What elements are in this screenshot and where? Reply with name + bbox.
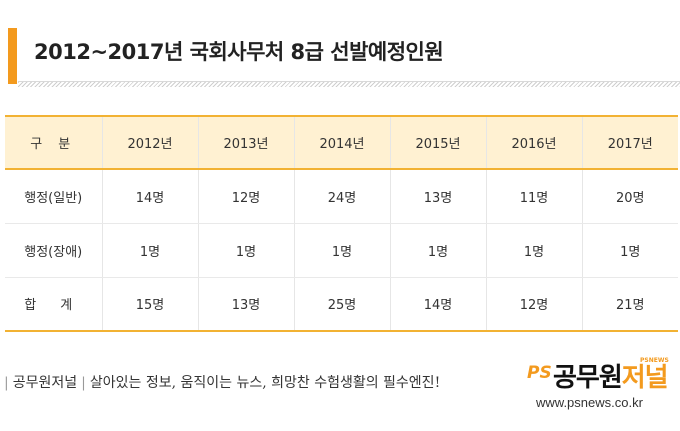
table-cell: 14명 <box>389 277 486 332</box>
header-2015: 2015년 <box>389 115 486 170</box>
logo-wordmark-accent: 저널 <box>621 363 669 393</box>
header-2013: 2013년 <box>197 115 294 170</box>
table-cell: 1명 <box>197 223 294 278</box>
logo-small-text: PSNEWS <box>640 357 669 364</box>
table-cell: 13명 <box>197 277 294 332</box>
row-label: 행정(일반) <box>5 169 102 224</box>
header-2012: 2012년 <box>101 115 198 170</box>
table-cell: 15명 <box>101 277 198 332</box>
table-cell: 14명 <box>101 169 198 224</box>
table-cell: 1명 <box>293 223 390 278</box>
table-cell: 11명 <box>485 169 582 224</box>
table-cell: 1명 <box>485 223 582 278</box>
logo-ps-mark: PS <box>527 363 552 383</box>
row-label: 행정(장애) <box>5 223 102 278</box>
footer-separator: | <box>4 375 9 391</box>
footer-brand: 공무원저널 <box>12 375 78 391</box>
table-cell: 1명 <box>581 223 678 278</box>
table-cell: 1명 <box>101 223 198 278</box>
header-2016: 2016년 <box>485 115 582 170</box>
table-cell: 13명 <box>389 169 486 224</box>
site-url: www.psnews.co.kr <box>536 395 643 410</box>
header-2017: 2017년 <box>581 115 678 170</box>
logo-wordmark-main: 공무원 <box>553 363 623 393</box>
table-cell: 12명 <box>197 169 294 224</box>
page-title: 2012~2017년 국회사무처 8급 선발예정인원 <box>34 40 444 64</box>
table-cell: 24명 <box>293 169 390 224</box>
table-header-row: 구 분 2012년 2013년 2014년 2015년 2016년 2017년 <box>5 115 678 170</box>
table-cell: 1명 <box>389 223 486 278</box>
title-divider <box>18 81 680 82</box>
logo-wordmark: 공무원저널 <box>553 357 669 394</box>
table-cell: 21명 <box>581 277 678 332</box>
footer-tagline: | 공무원저널 | 살아있는 정보, 움직이는 뉴스, 희망찬 수험생활의 필수엔진! <box>0 372 440 392</box>
header-category: 구 분 <box>5 115 102 170</box>
footer-separator: | <box>81 375 86 391</box>
table-row-total: 합 계 15명 13명 25명 14명 12명 21명 <box>5 277 678 332</box>
recruitment-table: 구 분 2012년 2013년 2014년 2015년 2016년 2017년 … <box>5 115 678 332</box>
table-cell: 12명 <box>485 277 582 332</box>
psnews-logo: PS 공무원저널 PSNEWS <box>527 357 677 394</box>
header-2014: 2014년 <box>293 115 390 170</box>
title-hatch-divider <box>18 82 680 87</box>
table-row: 행정(장애) 1명 1명 1명 1명 1명 1명 <box>5 223 678 278</box>
title-section: 2012~2017년 국회사무처 8급 선발예정인원 <box>0 0 680 90</box>
table-cell: 20명 <box>581 169 678 224</box>
table-row: 행정(일반) 14명 12명 24명 13명 11명 20명 <box>5 169 678 224</box>
row-label: 합 계 <box>5 277 102 332</box>
table-cell: 25명 <box>293 277 390 332</box>
footer-slogan: 살아있는 정보, 움직이는 뉴스, 희망찬 수험생활의 필수엔진! <box>89 375 441 391</box>
title-accent-bar <box>8 28 17 84</box>
